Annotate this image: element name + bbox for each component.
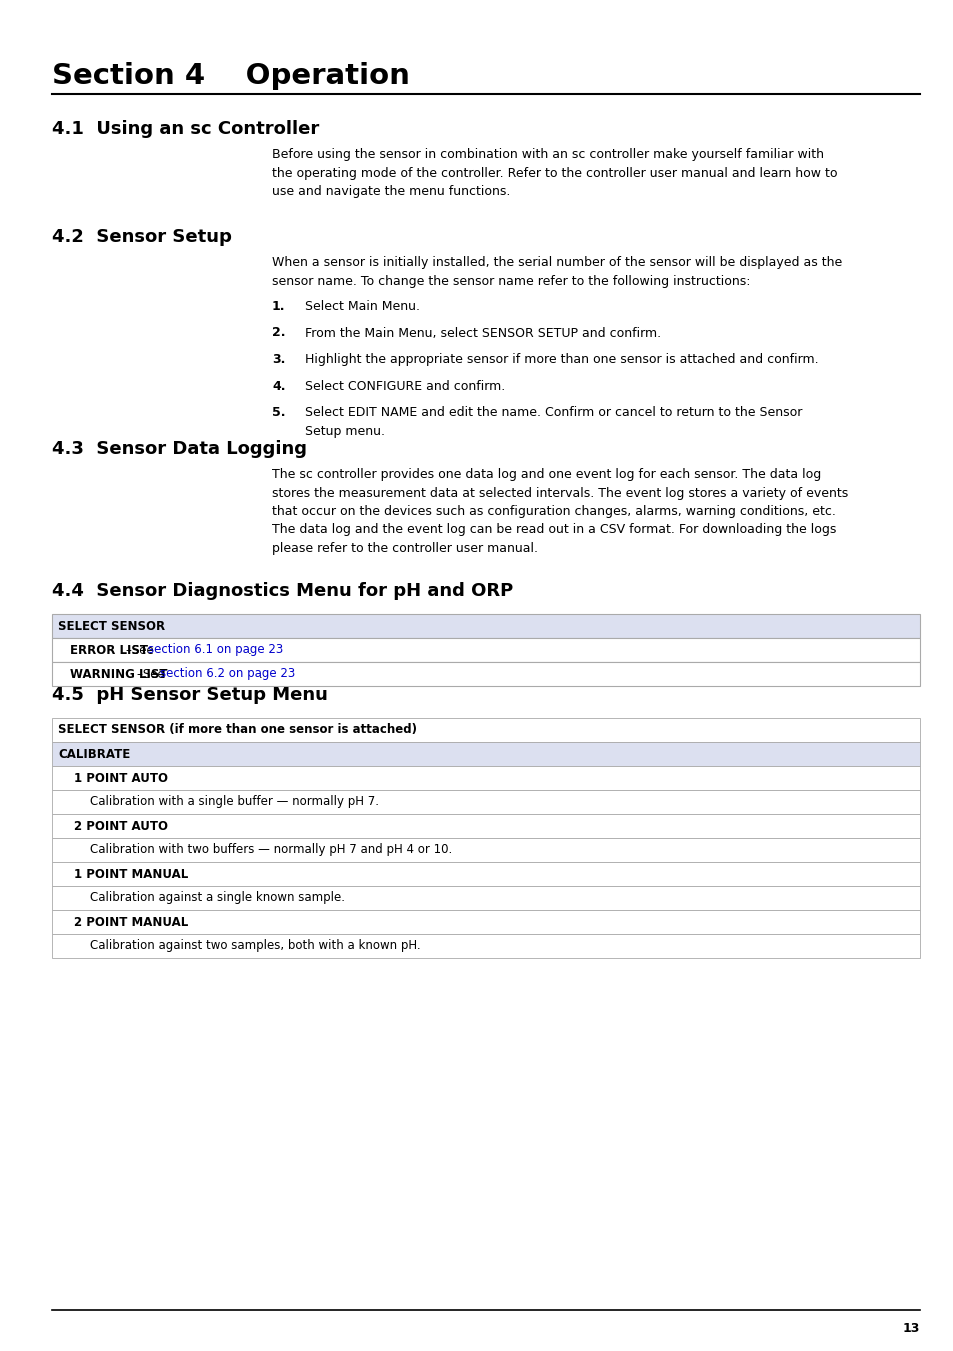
Text: .: . — [258, 667, 262, 681]
Text: Select Main Menu.: Select Main Menu. — [305, 300, 419, 313]
Text: Before using the sensor in combination with an sc controller make yourself famil: Before using the sensor in combination w… — [272, 149, 837, 199]
Bar — [52, 815, 919, 838]
Bar — [52, 638, 919, 662]
Text: 1 POINT MANUAL: 1 POINT MANUAL — [74, 867, 188, 881]
Bar — [52, 662, 919, 686]
Bar — [52, 862, 919, 886]
Text: When a sensor is initially installed, the serial number of the sensor will be di: When a sensor is initially installed, th… — [272, 255, 841, 288]
Bar — [52, 766, 919, 790]
Text: 4.5  pH Sensor Setup Menu: 4.5 pH Sensor Setup Menu — [52, 686, 328, 704]
Text: 2 POINT MANUAL: 2 POINT MANUAL — [74, 916, 188, 928]
Text: 4.3  Sensor Data Logging: 4.3 Sensor Data Logging — [52, 440, 307, 458]
Text: .: . — [247, 643, 251, 657]
Bar — [52, 742, 919, 766]
Text: WARNING LIST: WARNING LIST — [70, 667, 168, 681]
Text: –See: –See — [126, 643, 157, 657]
Text: section 6.1 on page 23: section 6.1 on page 23 — [149, 643, 283, 657]
Bar — [52, 613, 919, 638]
Text: Calibration with two buffers — normally pH 7 and pH 4 or 10.: Calibration with two buffers — normally … — [90, 843, 452, 857]
Text: 4.: 4. — [272, 380, 285, 393]
Text: Highlight the appropriate sensor if more than one sensor is attached and confirm: Highlight the appropriate sensor if more… — [305, 353, 818, 366]
Text: Calibration with a single buffer — normally pH 7.: Calibration with a single buffer — norma… — [90, 796, 378, 808]
Text: 13: 13 — [902, 1323, 919, 1335]
Text: CALIBRATE: CALIBRATE — [58, 747, 131, 761]
Text: 5.: 5. — [272, 407, 285, 419]
Text: 1 POINT AUTO: 1 POINT AUTO — [74, 771, 168, 785]
Text: 2.: 2. — [272, 327, 285, 339]
Text: 1.: 1. — [272, 300, 285, 313]
Bar — [52, 790, 919, 815]
Text: SELECT SENSOR: SELECT SENSOR — [58, 620, 165, 632]
Text: –See: –See — [137, 667, 169, 681]
Text: From the Main Menu, select SENSOR SETUP and confirm.: From the Main Menu, select SENSOR SETUP … — [305, 327, 660, 339]
Bar — [52, 717, 919, 742]
Text: section 6.2 on page 23: section 6.2 on page 23 — [159, 667, 294, 681]
Bar — [52, 911, 919, 934]
Bar — [52, 934, 919, 958]
Bar — [52, 838, 919, 862]
Bar — [52, 886, 919, 911]
Text: Calibration against a single known sample.: Calibration against a single known sampl… — [90, 892, 345, 905]
Text: Section 4    Operation: Section 4 Operation — [52, 62, 410, 91]
Text: Select CONFIGURE and confirm.: Select CONFIGURE and confirm. — [305, 380, 505, 393]
Text: SELECT SENSOR (if more than one sensor is attached): SELECT SENSOR (if more than one sensor i… — [58, 724, 416, 736]
Text: 3.: 3. — [272, 353, 285, 366]
Text: 4.1  Using an sc Controller: 4.1 Using an sc Controller — [52, 120, 319, 138]
Text: 4.4  Sensor Diagnostics Menu for pH and ORP: 4.4 Sensor Diagnostics Menu for pH and O… — [52, 582, 513, 600]
Text: 4.2  Sensor Setup: 4.2 Sensor Setup — [52, 228, 232, 246]
Text: Calibration against two samples, both with a known pH.: Calibration against two samples, both wi… — [90, 939, 420, 952]
Text: Select EDIT NAME and edit the name. Confirm or cancel to return to the Sensor
Se: Select EDIT NAME and edit the name. Conf… — [305, 407, 801, 438]
Text: 2 POINT AUTO: 2 POINT AUTO — [74, 820, 168, 832]
Text: ERROR LIST: ERROR LIST — [70, 643, 148, 657]
Text: The sc controller provides one data log and one event log for each sensor. The d: The sc controller provides one data log … — [272, 467, 847, 555]
